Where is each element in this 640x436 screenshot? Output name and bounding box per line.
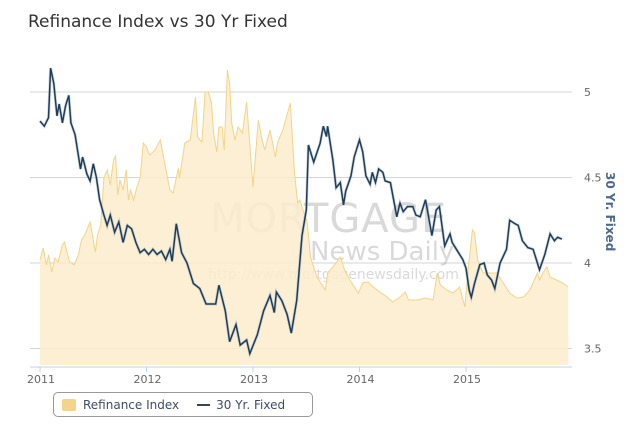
refinance-index-line <box>39 69 569 308</box>
right-axis-title: 30 Yr. Fixed <box>603 172 617 251</box>
legend-label-refinance[interactable]: Refinance Index <box>83 397 180 412</box>
legend: Refinance Index 30 Yr. Fixed <box>53 392 313 417</box>
legend-label-30yr[interactable]: 30 Yr. Fixed <box>216 397 286 412</box>
y-tick-label: 3.5 <box>584 343 602 356</box>
x-tick-label: 2015 <box>453 373 481 386</box>
y-tick-label: 4 <box>584 257 591 270</box>
x-tick-label: 2013 <box>240 373 268 386</box>
x-tick-label: 2012 <box>134 373 162 386</box>
x-tick-label: 2011 <box>27 373 55 386</box>
x-tick-label: 2014 <box>347 373 375 386</box>
chart-title: Refinance Index vs 30 Yr Fixed <box>28 12 288 32</box>
y-tick-label: 4.5 <box>584 172 602 185</box>
legend-swatch-refinance[interactable] <box>62 398 76 411</box>
legend-swatch-30yr[interactable] <box>197 403 211 406</box>
watermark-newsdaily: News Daily <box>310 237 454 267</box>
30yr-fixed-line <box>39 67 563 357</box>
y-tick-label: 5 <box>584 86 591 99</box>
